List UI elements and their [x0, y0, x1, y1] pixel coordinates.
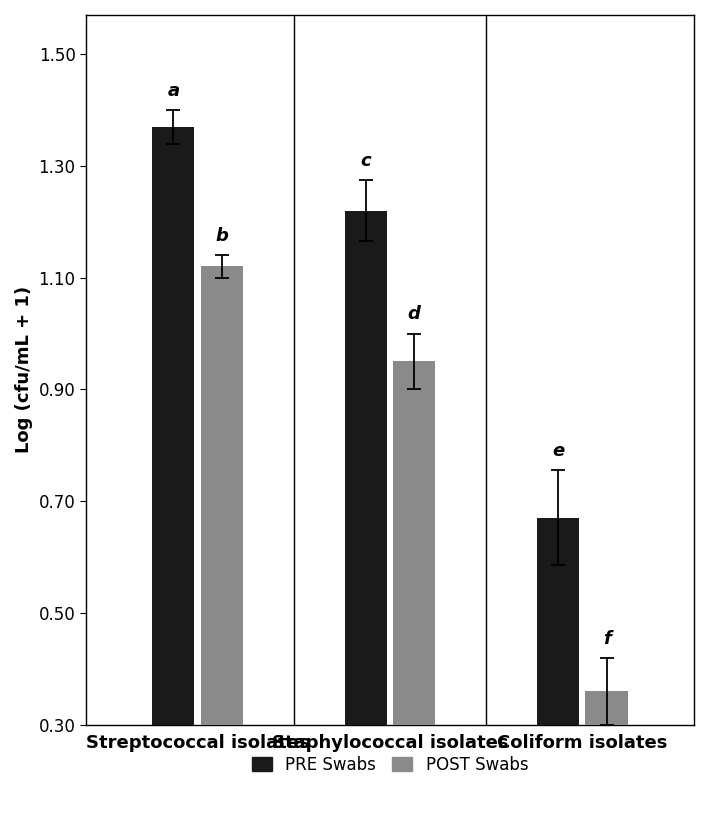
Text: b: b: [216, 228, 228, 245]
Bar: [586, 691, 627, 725]
Text: f: f: [603, 630, 610, 648]
Legend: PRE Swabs, POST Swabs: PRE Swabs, POST Swabs: [245, 749, 535, 780]
Bar: [201, 266, 243, 725]
Text: d: d: [408, 306, 420, 323]
Bar: [537, 518, 579, 725]
Bar: [152, 127, 194, 725]
Bar: [345, 211, 387, 725]
Bar: [393, 361, 435, 725]
Y-axis label: Log (cfu/mL + 1): Log (cfu/mL + 1): [15, 286, 33, 454]
Text: c: c: [360, 152, 371, 170]
Text: a: a: [167, 82, 179, 100]
Text: e: e: [552, 443, 564, 460]
